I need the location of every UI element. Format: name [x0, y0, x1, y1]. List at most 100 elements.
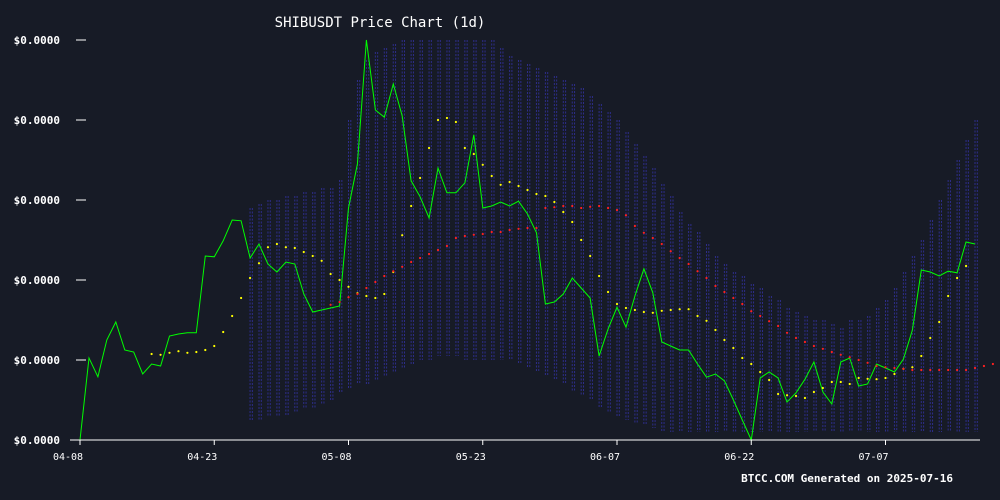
yellow-ma-dot: [947, 294, 950, 298]
yellow-ma-dot: [956, 276, 959, 280]
chart-title: SHIBUSDT Price Chart (1d): [275, 15, 486, 31]
yellow-ma-dot: [257, 262, 261, 265]
red-ma-dot: [678, 256, 681, 260]
yellow-ma-dot: [275, 242, 278, 246]
yellow-ma-dot: [436, 118, 440, 122]
red-ma-dot: [875, 364, 878, 368]
yellow-ma-dot: [427, 146, 431, 150]
x-tick-label: 05-08: [321, 452, 351, 463]
yellow-ma-dot: [311, 254, 314, 258]
red-ma-dot: [526, 226, 529, 230]
yellow-ma-dot: [929, 336, 932, 340]
red-ma-dot: [839, 353, 842, 356]
red-ma-dot: [401, 265, 404, 268]
red-ma-dot: [956, 368, 959, 372]
yellow-ma-dot: [857, 376, 860, 380]
red-ma-dot: [732, 296, 735, 300]
yellow-ma-dot: [705, 319, 708, 322]
red-ma-dot: [830, 350, 833, 354]
red-ma-dot: [589, 205, 592, 208]
red-ma-dot: [714, 284, 717, 288]
yellow-ma-dot: [186, 351, 189, 354]
yellow-ma-dot: [633, 308, 637, 312]
red-ma-dot: [642, 231, 645, 234]
yellow-ma-dot: [302, 250, 305, 254]
yellow-ma-dot: [454, 120, 457, 124]
red-ma-dot: [535, 226, 538, 230]
x-tick-label: 04-23: [187, 452, 217, 463]
red-ma-dot: [893, 366, 896, 370]
yellow-ma-dot: [535, 192, 538, 196]
red-ma-dot: [991, 362, 995, 366]
red-ma-dot: [463, 234, 466, 238]
red-ma-dot: [580, 206, 583, 210]
red-ma-dot: [803, 340, 807, 344]
red-ma-dot: [696, 270, 699, 273]
yellow-ma-dot: [759, 370, 762, 374]
yellow-ma-dot: [562, 210, 565, 214]
red-ma-dot: [911, 368, 914, 372]
yellow-ma-dot: [785, 394, 789, 397]
yellow-ma-dot: [750, 362, 753, 366]
red-ma-dot: [624, 214, 628, 217]
yellow-ma-dot: [830, 380, 833, 384]
band-layer: [249, 40, 978, 432]
red-ma-dot: [365, 286, 368, 290]
red-ma-dot: [517, 227, 520, 230]
red-ma-dot: [410, 260, 413, 264]
yellow-ma-dot: [508, 180, 511, 184]
x-tick-label: 06-22: [724, 452, 754, 463]
yellow-ma-dot: [848, 382, 851, 386]
red-ma-dot: [812, 344, 816, 348]
red-ma-dot: [374, 280, 377, 284]
yellow-ma-dot: [598, 274, 601, 278]
red-ma-dot: [741, 302, 744, 306]
red-ma-dot: [982, 364, 986, 368]
yellow-ma-dot: [794, 394, 798, 398]
yellow-ma-dot: [696, 314, 699, 318]
yellow-ma-dot: [481, 163, 484, 166]
yellow-ma-dot: [615, 302, 619, 306]
x-tick-label: 07-07: [858, 452, 888, 463]
red-ma-dot: [392, 270, 395, 273]
yellow-ma-dot: [839, 380, 842, 384]
red-ma-dot: [777, 324, 780, 328]
red-ma-dot: [920, 368, 923, 372]
yellow-ma-dot: [293, 246, 296, 250]
red-ma-dot: [929, 368, 932, 372]
yellow-ma-dot: [204, 348, 207, 352]
red-ma-dot: [821, 347, 824, 350]
yellow-ma-dot: [777, 392, 780, 396]
red-ma-dot: [660, 242, 663, 246]
yellow-ma-dot: [463, 146, 466, 150]
red-ma-dot: [759, 314, 762, 318]
red-ma-dot: [571, 204, 574, 208]
yellow-ma-dot: [964, 264, 968, 268]
red-ma-dot: [427, 252, 431, 256]
yellow-ma-dot: [329, 272, 332, 276]
yellow-ma-dot: [472, 152, 475, 156]
yellow-ma-dot: [938, 320, 941, 324]
yellow-ma-dot: [150, 352, 153, 356]
yellow-ma-dot: [213, 344, 216, 348]
red-ma-dot: [472, 233, 475, 236]
red-ma-dot: [329, 303, 332, 306]
red-ma-dot: [947, 368, 950, 372]
x-tick-label: 04-08: [53, 452, 83, 463]
red-ma-dot: [750, 310, 753, 313]
red-ma-dot: [938, 368, 941, 372]
yellow-ma-dot: [642, 310, 645, 314]
red-ma-dot: [633, 224, 637, 228]
yellow-ma-dot: [266, 246, 270, 249]
yellow-ma-dot: [159, 353, 162, 356]
red-ma-dot: [481, 232, 484, 236]
yellow-ma-dot: [195, 350, 198, 354]
red-ma-dot: [723, 290, 726, 294]
red-ma-dot: [973, 366, 977, 370]
yellow-ma-dot: [365, 294, 368, 298]
yellow-ma-dot: [741, 356, 744, 360]
yellow-ma-dot: [911, 366, 914, 369]
red-ma-dot: [508, 228, 511, 232]
